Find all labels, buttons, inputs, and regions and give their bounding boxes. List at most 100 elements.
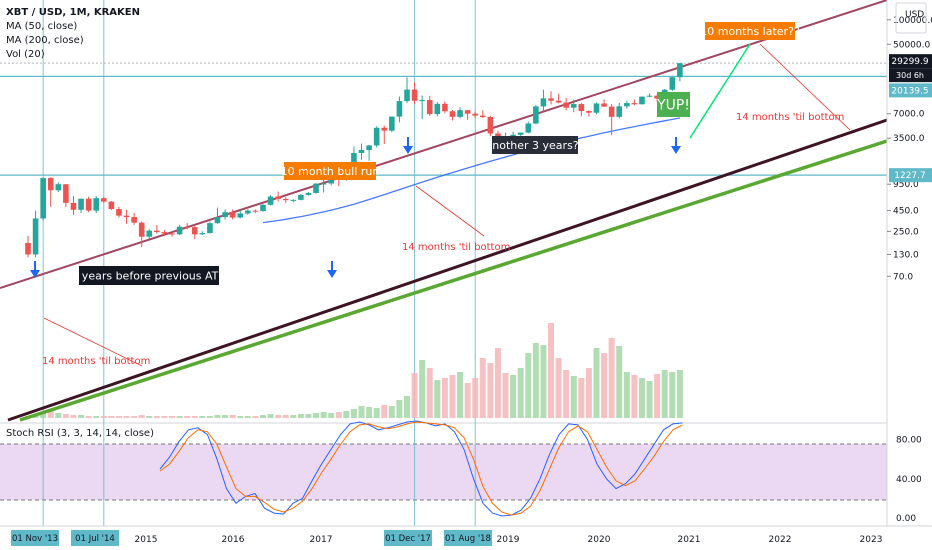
legend-vol[interactable]: Vol (20) [6, 49, 45, 60]
candle-body[interactable] [320, 183, 327, 185]
candle-body[interactable] [290, 199, 297, 201]
candle-body[interactable] [47, 178, 54, 191]
candle-body[interactable] [404, 89, 410, 102]
candle-body[interactable] [669, 77, 676, 90]
price-label[interactable]: 30d 6h [889, 68, 932, 83]
candle-body[interactable] [593, 103, 600, 113]
candle-body[interactable] [214, 217, 221, 224]
candle-body[interactable] [517, 132, 524, 135]
candle-body[interactable] [191, 227, 198, 235]
candle-body[interactable] [434, 103, 441, 115]
candle-body[interactable] [464, 110, 471, 114]
currency-box[interactable] [895, 2, 927, 34]
candle-body[interactable] [154, 230, 160, 233]
candle-body[interactable] [245, 210, 251, 214]
candle-body[interactable] [237, 213, 244, 218]
candle-body[interactable] [275, 196, 281, 199]
label-yup[interactable]: YUP! [656, 92, 690, 117]
candle-body[interactable] [184, 226, 190, 228]
support-trend-line[interactable] [19, 139, 888, 422]
candle-body[interactable] [570, 104, 577, 108]
candle-body[interactable] [267, 196, 274, 205]
legend-symbol[interactable]: XBT / USD, 1M, KRAKEN [6, 7, 140, 18]
candle-body[interactable] [608, 106, 615, 117]
candle-body[interactable] [40, 178, 46, 219]
candle-body[interactable] [305, 193, 312, 195]
candle-body[interactable] [25, 242, 31, 255]
candle-body[interactable] [677, 63, 683, 78]
candle-body[interactable] [449, 111, 456, 117]
candle-body[interactable] [555, 100, 562, 103]
candle-body[interactable] [426, 100, 433, 115]
candle-body[interactable] [525, 123, 532, 133]
candle-body[interactable] [563, 102, 569, 108]
candle-body[interactable] [495, 133, 501, 137]
candle-body[interactable] [108, 201, 115, 210]
label-10-months-later[interactable]: 10 months later?? [700, 22, 800, 40]
candle-body[interactable] [373, 127, 380, 146]
candle-body[interactable] [78, 198, 84, 210]
candle-body[interactable] [411, 89, 418, 101]
candle-body[interactable] [169, 233, 175, 235]
candle-body[interactable] [63, 184, 69, 203]
candle-body[interactable] [260, 204, 266, 211]
candle-body[interactable] [161, 232, 168, 234]
candle-body[interactable] [222, 212, 228, 218]
candle-body[interactable] [358, 150, 365, 153]
price-label[interactable]: 29299.9 [889, 54, 932, 69]
candle-body[interactable] [586, 111, 592, 113]
candle-body[interactable] [229, 212, 236, 218]
x-highlight-label[interactable]: 01 Dec '17 [384, 530, 432, 546]
candle-body[interactable] [123, 215, 130, 218]
candle-body[interactable] [131, 217, 137, 223]
x-highlight-label[interactable]: 01 Aug '18 [444, 530, 492, 546]
candle-body[interactable] [313, 183, 319, 194]
label-another-3-years[interactable]: another 3 years?? [486, 136, 585, 154]
candle-body[interactable] [639, 96, 645, 105]
price-label[interactable]: 20139.5 [889, 83, 932, 98]
candle-body[interactable] [646, 95, 653, 97]
x-highlight-label[interactable]: 01 Nov '13 [11, 530, 59, 546]
candle-body[interactable] [616, 106, 623, 117]
candle-body[interactable] [252, 210, 259, 212]
candle-body[interactable] [533, 106, 539, 124]
candle-body[interactable] [55, 184, 62, 191]
label-10-month[interactable]: 10 month bull run [281, 162, 380, 180]
candle-body[interactable] [116, 209, 122, 216]
label-3-years[interactable]: 3 years before previous ATH [71, 266, 227, 285]
candle-body[interactable] [381, 127, 388, 131]
candle-body[interactable] [631, 103, 638, 105]
candle-body[interactable] [480, 115, 486, 118]
legend-ma200[interactable]: MA (200, close) [6, 35, 84, 46]
candle-body[interactable] [578, 104, 585, 112]
candle-body[interactable] [101, 198, 107, 202]
candle-body[interactable] [298, 194, 304, 200]
candle-body[interactable] [93, 198, 100, 211]
candle-body[interactable] [85, 198, 92, 211]
candle-body[interactable] [601, 103, 607, 107]
candle-body[interactable] [389, 116, 395, 131]
x-highlight-label[interactable]: 01 Jul '14 [71, 530, 119, 546]
lower-channel-line[interactable] [7, 118, 888, 422]
candle-body[interactable] [207, 223, 213, 234]
candle-body[interactable] [176, 226, 183, 235]
price-label[interactable]: 1227.7 [889, 168, 932, 183]
stoch-legend[interactable]: Stoch RSI (3, 3, 14, 14, close) [6, 428, 154, 439]
candle-body[interactable] [487, 117, 494, 134]
candle-body[interactable] [366, 145, 372, 151]
candle-body[interactable] [396, 101, 403, 117]
candle-body[interactable] [442, 103, 448, 112]
candle-body[interactable] [472, 113, 479, 116]
legend-ma50[interactable]: MA (50, close) [6, 21, 78, 32]
candle-body[interactable] [548, 98, 554, 101]
candle-body[interactable] [146, 230, 153, 237]
candle-body[interactable] [32, 218, 39, 255]
candle-body[interactable] [624, 103, 630, 107]
candle-body[interactable] [199, 233, 206, 235]
upper-channel-line[interactable] [0, 0, 888, 289]
candle-body[interactable] [540, 98, 547, 107]
candle-body[interactable] [282, 198, 289, 201]
candle-body[interactable] [138, 222, 145, 237]
candle-body[interactable] [70, 202, 77, 210]
